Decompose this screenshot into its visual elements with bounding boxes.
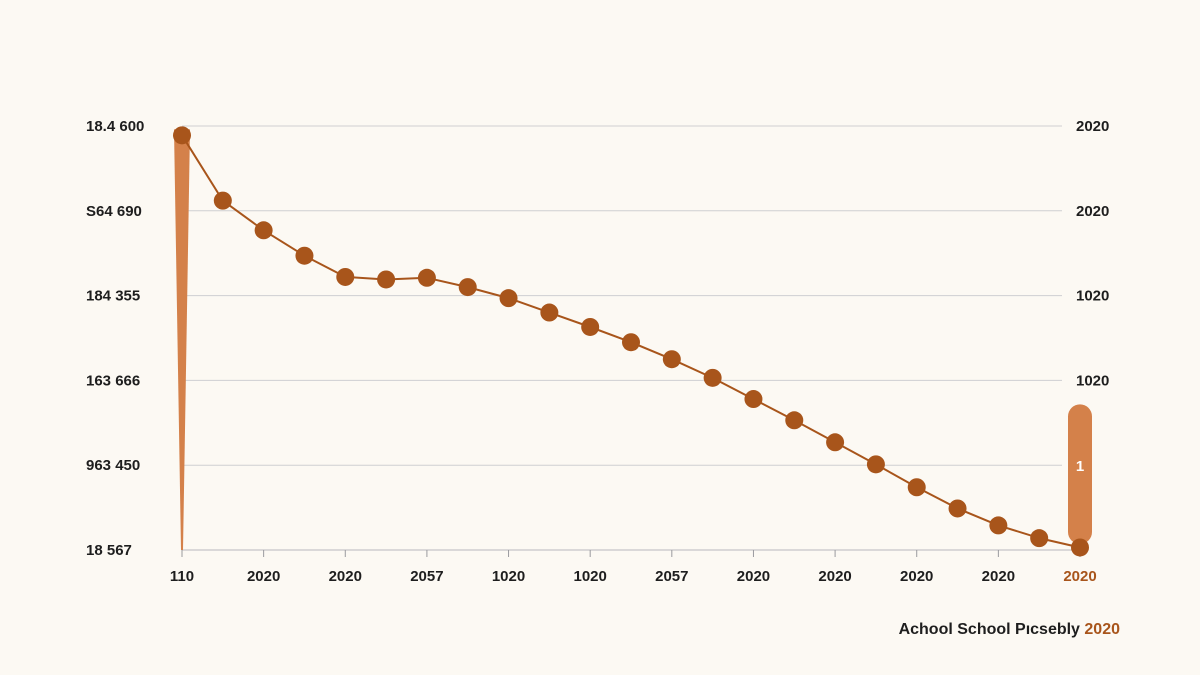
data-point	[785, 411, 804, 430]
data-point	[866, 455, 885, 474]
x-tick-label: 2020	[247, 568, 280, 585]
chart-caption: Achool School Pıcsebly 2020	[899, 621, 1120, 639]
data-point	[458, 278, 477, 297]
x-tick-label: 2020	[737, 568, 770, 585]
data-point	[499, 289, 518, 308]
y-axis-right: 1020 1020 2020 2020	[1076, 118, 1109, 389]
x-tick-label: 2020	[900, 568, 933, 585]
data-point	[948, 499, 967, 518]
y-tick-label-left: S64 690	[86, 203, 142, 220]
x-tick-label: 2020	[1063, 568, 1096, 585]
x-tick-label: 2057	[655, 568, 688, 585]
caption-text: Achool School Pıcsebly	[898, 621, 1085, 638]
data-series	[173, 126, 1089, 557]
data-point	[336, 267, 355, 286]
x-tick-label: 2020	[329, 568, 362, 585]
y-tick-label-left: 163 666	[86, 372, 140, 389]
x-axis: 110 2020 2020 2057 1020 1020 2057 2020 2020 2020 2…	[170, 550, 1097, 585]
spike-marker	[174, 129, 190, 550]
data-point	[1030, 529, 1049, 548]
end-marker-label: 1	[1076, 458, 1084, 475]
data-point	[1071, 538, 1089, 557]
y-tick-label-right: 2020	[1076, 203, 1109, 220]
x-tick-label: 2057	[410, 568, 443, 585]
x-tick-label: 1020	[573, 568, 606, 585]
data-point	[703, 368, 722, 387]
gridlines	[182, 125, 1080, 551]
x-tick-label: 110	[170, 568, 194, 585]
data-point	[417, 268, 436, 287]
data-point	[173, 126, 191, 145]
y-tick-label-right: 2020	[1076, 118, 1109, 135]
data-point	[662, 350, 681, 369]
y-tick-label-left: 18 567	[86, 542, 132, 559]
x-tick-label: 2020	[818, 568, 851, 585]
end-marker-bar	[1068, 404, 1092, 544]
y-tick-label-right: 1020	[1076, 288, 1109, 305]
y-tick-label-left: 963 450	[86, 457, 140, 474]
spike-bar	[174, 129, 190, 550]
data-point	[254, 221, 273, 240]
data-point	[377, 270, 396, 289]
caption-accent: 2020	[1084, 621, 1120, 638]
data-point	[581, 317, 600, 336]
y-tick-label-left: 184 355	[86, 288, 140, 305]
data-point	[989, 516, 1008, 535]
y-axis-left: 18 567 963 450 163 666 184 355 S64 690 18.4 6…	[86, 118, 144, 559]
data-point	[622, 333, 640, 352]
data-point	[907, 478, 926, 497]
data-point	[744, 390, 763, 409]
data-point	[826, 433, 845, 452]
y-tick-label-left: 18.4 600	[86, 118, 144, 135]
end-marker: 1	[1068, 404, 1092, 544]
x-tick-label: 2020	[982, 568, 1015, 585]
y-tick-label-right: 1020	[1076, 372, 1109, 389]
data-point	[540, 303, 559, 322]
data-point	[295, 246, 314, 265]
data-point	[213, 191, 232, 210]
x-tick-label: 1020	[492, 568, 525, 585]
